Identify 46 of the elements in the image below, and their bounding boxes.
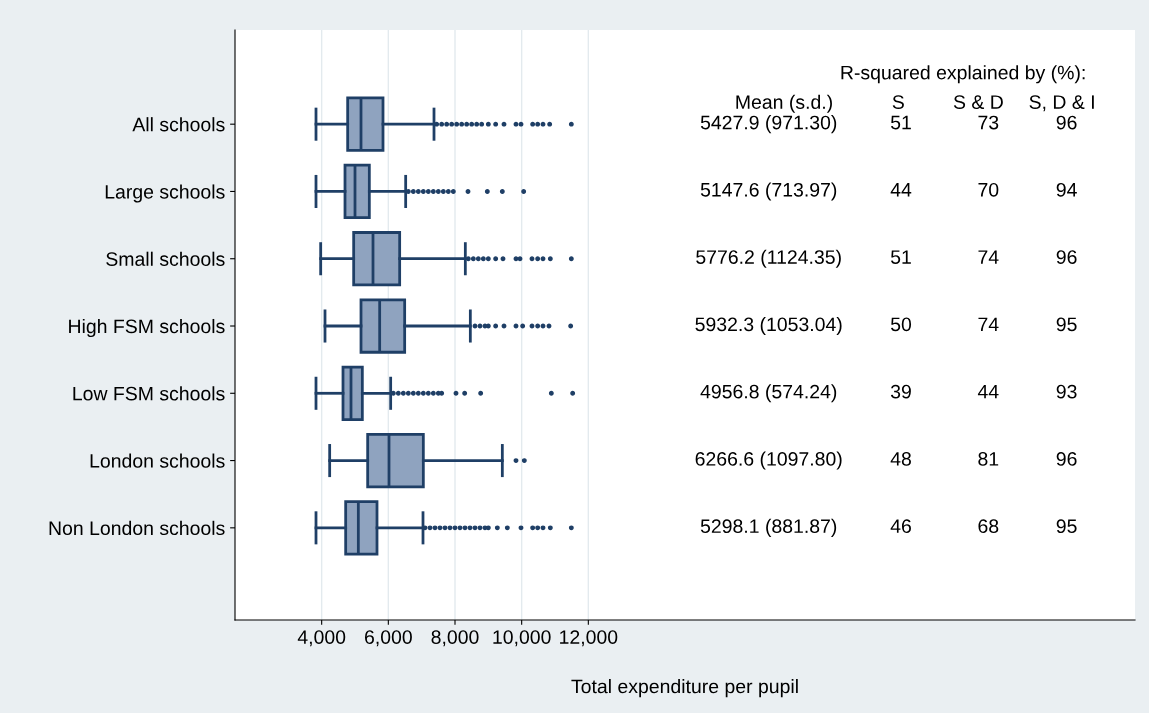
annotation: 39 (890, 384, 911, 399)
y-tick-label: Small schools (106, 251, 225, 266)
y-tick-label: Non London schools (49, 520, 225, 536)
annotation: 96 (1056, 115, 1077, 130)
annotation: 48 (890, 452, 911, 466)
annotation: 51 (890, 115, 911, 130)
x-tick-label: 4,000 (297, 630, 346, 647)
y-tick-label: Low FSM schools (73, 386, 225, 401)
annotation: S, D & I (1029, 95, 1094, 112)
y-tick-label: All schools (132, 117, 225, 132)
annotation: 5776.2 (1124.35) (696, 249, 841, 268)
x-axis-title: Total expenditure per pupil (571, 679, 798, 698)
annotation: 81 (978, 452, 999, 466)
annotation: 74 (978, 317, 999, 332)
annotation: 94 (1056, 182, 1077, 197)
y-tick-label: Large schools (105, 184, 225, 203)
annotation: 5298.1 (881.87) (700, 518, 837, 537)
y-tick-label: London schools (90, 453, 225, 468)
annotation: 93 (1056, 384, 1077, 399)
annotation: S (892, 95, 904, 109)
annotation: 5427.9 (971.30) (700, 115, 837, 134)
annotation: 5932.3 (1053.04) (695, 316, 842, 336)
annotation: 5147.6 (713.97) (700, 182, 837, 201)
y-tick-label: High FSM schools (69, 318, 225, 338)
x-tick-label: 10,000 (493, 630, 551, 647)
annotation: 46 (890, 519, 911, 534)
annotation: 96 (1056, 250, 1077, 264)
annotation: 44 (977, 384, 999, 399)
annotation: R-squared explained by (%): (841, 65, 1085, 84)
annotation: Mean (s.d.) (736, 94, 832, 113)
annotation: 51 (890, 250, 911, 264)
annotation: 4956.8 (574.24) (700, 384, 837, 403)
annotation: 74 (978, 250, 999, 264)
annotation: 6266.6 (1097.80) (695, 451, 842, 470)
annotation: 96 (1056, 452, 1077, 466)
annotation: S & D (953, 95, 1003, 109)
annotation: 95 (1056, 519, 1077, 534)
annotation: 95 (1056, 317, 1077, 332)
x-tick-label: 8,000 (431, 630, 479, 647)
x-tick-label: 6,000 (364, 630, 412, 647)
annotation: 68 (978, 519, 999, 534)
annotation: 70 (978, 182, 999, 197)
annotation: 44 (890, 183, 912, 197)
x-tick-label: 12,000 (560, 630, 618, 647)
annotation: 50 (890, 317, 912, 332)
annotation: 73 (978, 115, 999, 130)
